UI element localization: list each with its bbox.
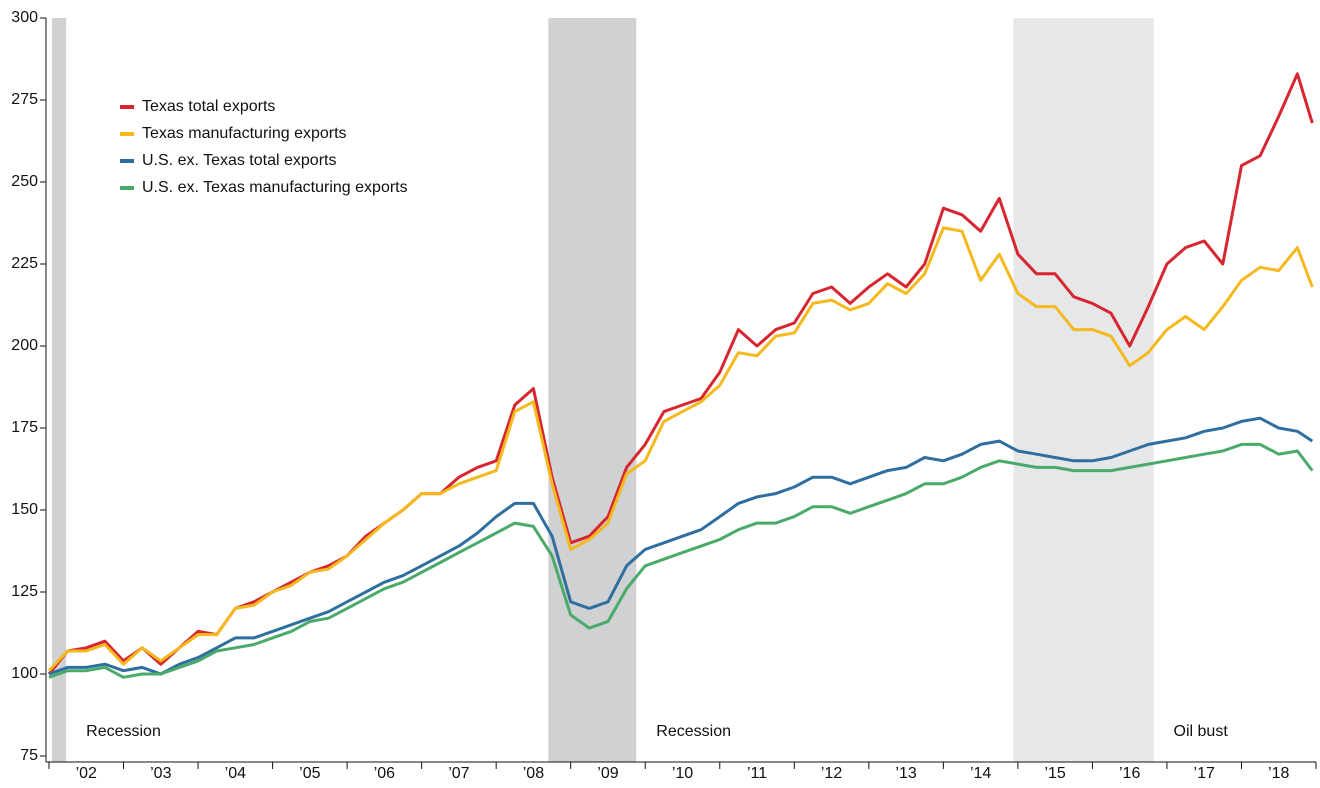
y-tick-label: 175 [11,419,38,436]
x-tick-label: ’14 [970,765,991,782]
x-tick-label: ’13 [895,765,916,782]
x-tick-label: ’12 [821,765,842,782]
series-line [48,416,1314,676]
x-tick-label: ’02 [76,765,97,782]
legend-label: Texas manufacturing exports [142,125,347,142]
y-tick-label: 275 [11,91,38,108]
x-tick-label: ’17 [1194,765,1215,782]
x-tick-label: ’18 [1268,765,1289,782]
x-tick-label: ’15 [1044,765,1065,782]
y-tick-label: 125 [11,583,38,600]
period-label: Recession [86,723,161,740]
x-tick-label: ’09 [597,765,618,782]
series-line [48,442,1314,679]
y-tick-label: 250 [11,173,38,190]
series-line [47,72,1314,675]
x-tick-label: ’04 [225,765,246,782]
y-tick-label: 75 [20,747,38,764]
shaded-period [1013,18,1154,762]
x-tick-label: ’08 [523,765,544,782]
shaded-period [548,18,637,762]
x-tick-label: ’10 [672,765,693,782]
legend-label: U.S. ex. Texas total exports [142,152,336,169]
x-tick-label: ’05 [299,765,320,782]
x-tick-label: ’03 [150,765,171,782]
period-label: Oil bust [1174,723,1229,740]
legend-label: U.S. ex. Texas manufacturing exports [142,179,408,196]
period-label: Recession [656,723,731,740]
y-tick-label: 200 [11,337,38,354]
y-tick-label: 300 [11,9,38,26]
y-tick-label: 150 [11,501,38,518]
x-tick-label: ’11 [747,765,767,782]
y-tick-label: 225 [11,255,38,272]
x-tick-label: ’16 [1119,765,1140,782]
x-tick-label: ’07 [448,765,469,782]
shaded-period [51,18,67,762]
legend-label: Texas total exports [142,98,275,115]
x-tick-label: ’06 [374,765,395,782]
y-tick-label: 100 [11,665,38,682]
series-line [47,226,1314,672]
